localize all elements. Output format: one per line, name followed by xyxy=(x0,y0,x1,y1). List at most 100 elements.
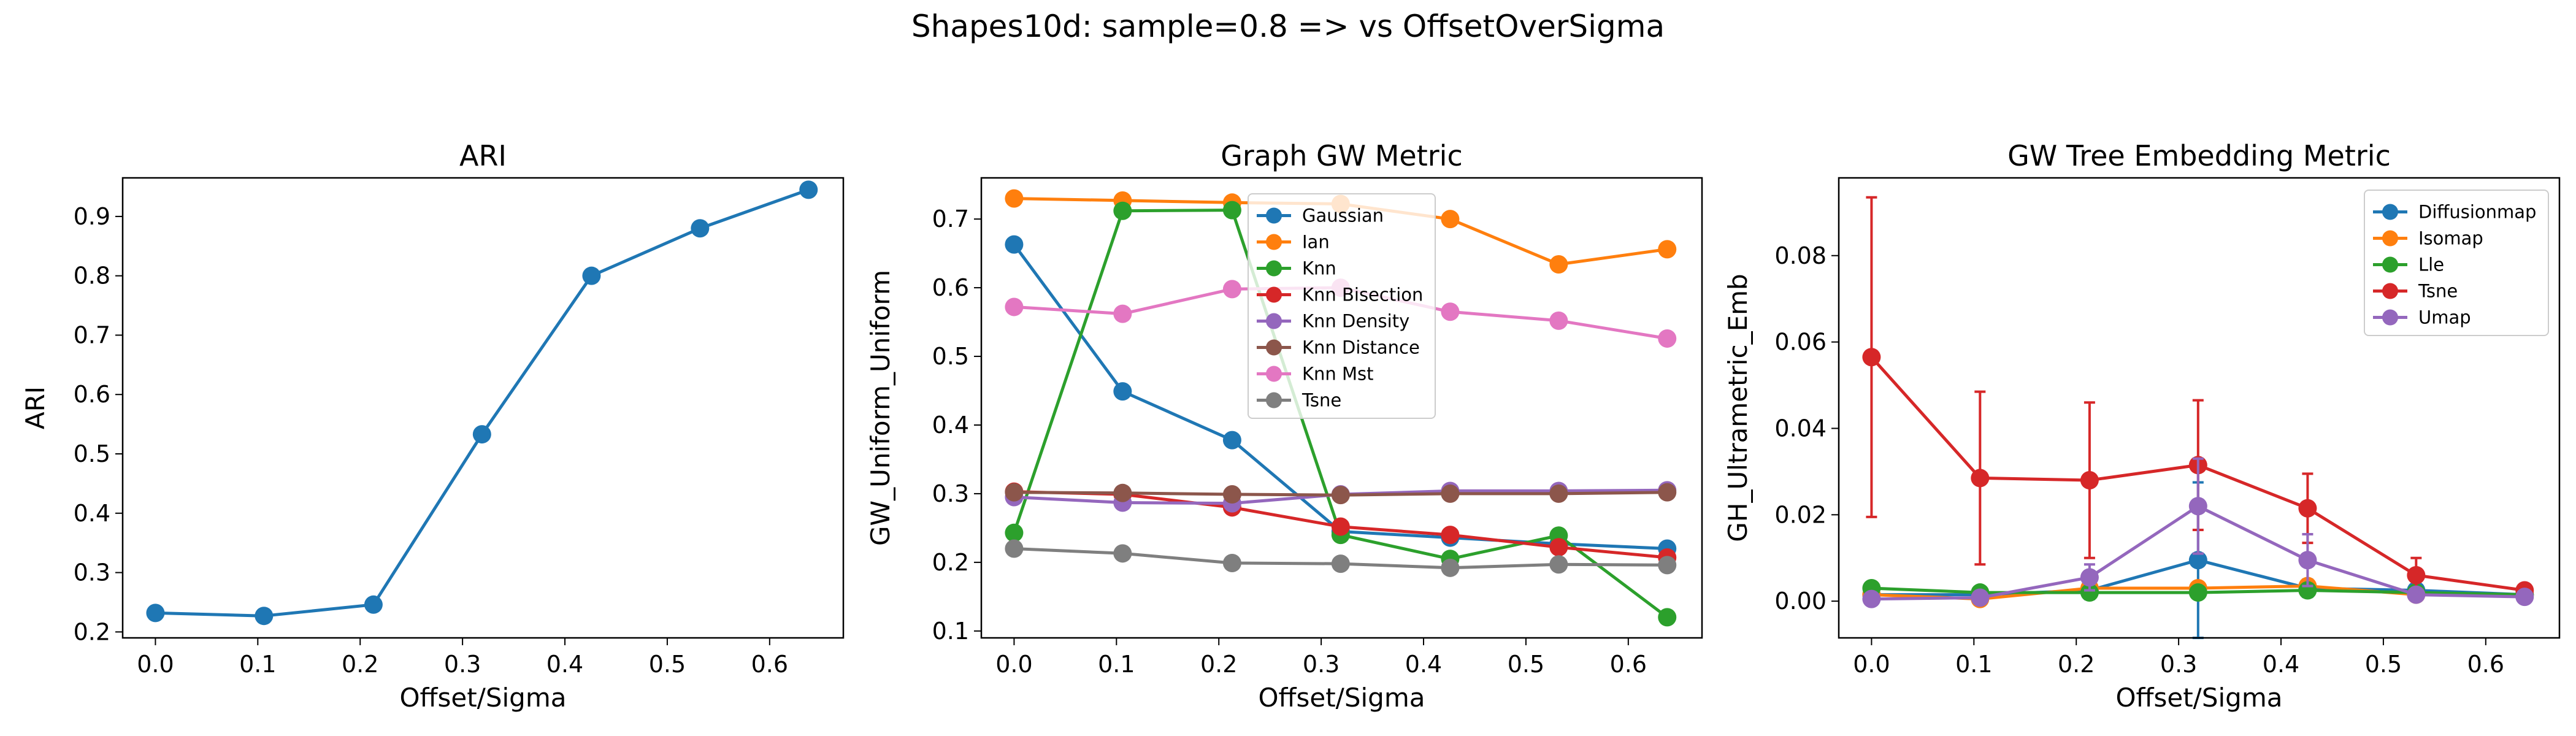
legend-label: Knn Mst xyxy=(1302,364,1374,385)
data-point xyxy=(1549,255,1568,274)
legend-item: Diffusionmap xyxy=(2373,202,2536,223)
data-point xyxy=(1971,469,1990,488)
data-point xyxy=(1549,555,1568,574)
data-point xyxy=(1441,210,1460,229)
data-point xyxy=(2080,568,2099,587)
chart-panels: ARI 0.0 0.1 0.2 0.3 0.4 0.5 0.6 0.2 0.3 0.4 0.5 0.6 0… xyxy=(20,139,2561,713)
y-tick-label: 0.6 xyxy=(74,381,110,408)
y-tick-label: 0.00 xyxy=(1774,588,1827,615)
x-tick-label: 0.6 xyxy=(2467,651,2504,678)
y-tick-label: 0.5 xyxy=(74,440,110,467)
data-point xyxy=(1113,304,1132,323)
y-axis-label: GH_Ultrametric_Emb xyxy=(1723,274,1753,542)
legend-marker xyxy=(1266,286,1282,303)
x-tick-label: 0.4 xyxy=(1405,651,1442,678)
legend-marker xyxy=(2382,256,2398,273)
data-point xyxy=(1222,431,1241,450)
data-point xyxy=(1222,201,1241,220)
data-point xyxy=(1113,483,1132,502)
x-tick-label: 0.1 xyxy=(1955,651,1992,678)
y-tick-label: 0.08 xyxy=(1774,242,1827,269)
data-point xyxy=(799,180,818,199)
legend-label: Tsne xyxy=(1301,390,1341,411)
chart-panel-2: GW Tree Embedding Metric 0.0 0.1 0.2 0.3 0.4 0… xyxy=(1723,139,2561,713)
legend-item: Umap xyxy=(2373,307,2471,328)
legend-marker xyxy=(1266,366,1282,382)
data-point xyxy=(691,219,710,238)
data-point xyxy=(2407,585,2426,604)
data-point xyxy=(1862,589,1881,608)
legend-marker xyxy=(1266,260,1282,277)
data-point xyxy=(2298,499,2317,518)
y-tick-label: 0.6 xyxy=(932,274,969,301)
data-point xyxy=(2188,497,2207,516)
y-tick-label: 0.9 xyxy=(74,203,110,230)
data-point xyxy=(2515,588,2534,607)
legend-item: Lle xyxy=(2373,255,2444,275)
legend-item: Knn Density xyxy=(1257,311,1409,332)
legend-marker xyxy=(1266,234,1282,250)
data-point xyxy=(1658,483,1677,502)
data-point xyxy=(2080,583,2099,602)
data-point xyxy=(1005,483,1024,502)
legend-label: Knn Bisection xyxy=(1302,285,1423,305)
legend-marker xyxy=(2382,309,2398,326)
y-tick-label: 0.4 xyxy=(74,500,110,527)
data-point xyxy=(2298,551,2317,570)
legend-label: Lle xyxy=(2418,255,2444,275)
y-axis-label: GW_Uniform_Uniform xyxy=(865,270,895,546)
legend-label: Knn xyxy=(1302,258,1336,279)
y-tick-label: 0.1 xyxy=(932,618,969,645)
x-tick-label: 0.5 xyxy=(2365,651,2402,678)
x-tick-label: 0.2 xyxy=(2058,651,2095,678)
legend: Diffusionmap Isomap Lle Tsne Umap xyxy=(2364,190,2549,336)
legend-box xyxy=(2364,190,2549,336)
chart-title: ARI xyxy=(459,139,507,172)
data-point xyxy=(1331,517,1350,536)
y-tick-label: 0.7 xyxy=(74,321,110,348)
x-tick-label: 0.4 xyxy=(546,651,583,678)
x-tick-label: 0.1 xyxy=(1098,651,1135,678)
series-7 xyxy=(1005,539,1677,577)
legend-marker xyxy=(1266,339,1282,356)
legend-label: Knn Density xyxy=(1302,311,1409,332)
legend-item: Knn Bisection xyxy=(1257,285,1423,305)
x-tick-label: 0.3 xyxy=(2160,651,2197,678)
data-point xyxy=(1971,588,1990,607)
legend-label: Ian xyxy=(1302,232,1330,253)
x-axis-label: Offset/Sigma xyxy=(2116,683,2283,713)
data-point xyxy=(1441,484,1460,503)
series-0 xyxy=(146,180,818,626)
y-tick-label: 0.7 xyxy=(932,205,969,232)
legend-label: Isomap xyxy=(2418,228,2483,249)
data-point xyxy=(255,607,274,626)
data-point xyxy=(1113,382,1132,401)
data-point xyxy=(472,425,491,444)
legend-item: Gaussian xyxy=(1257,205,1384,226)
x-tick-label: 0.6 xyxy=(1610,651,1647,678)
legend-item: Tsne xyxy=(2373,281,2458,302)
y-tick-label: 0.5 xyxy=(932,343,969,370)
legend-label: Diffusionmap xyxy=(2418,202,2536,223)
legend-item: Knn xyxy=(1257,258,1336,279)
data-point xyxy=(2188,583,2207,602)
chart-panel-1: Graph GW Metric 0.0 0.1 0.2 0.3 0.4 0.5 0.6 0.1 0… xyxy=(865,139,1703,713)
data-point xyxy=(1222,553,1241,572)
series-5 xyxy=(1005,483,1677,505)
legend-marker xyxy=(1266,207,1282,224)
plot-frame xyxy=(1838,177,2561,639)
data-point xyxy=(1222,280,1241,299)
data-point xyxy=(1862,348,1881,367)
data-point xyxy=(1549,538,1568,557)
chart-title: Graph GW Metric xyxy=(1221,139,1462,172)
data-point xyxy=(1549,311,1568,330)
legend-item: Isomap xyxy=(2373,228,2483,249)
x-tick-label: 0.0 xyxy=(995,651,1032,678)
data-point xyxy=(2188,551,2207,570)
y-tick-label: 0.02 xyxy=(1774,501,1827,528)
chart-title: GW Tree Embedding Metric xyxy=(2007,139,2391,172)
plot-frame xyxy=(121,177,845,639)
x-tick-label: 0.5 xyxy=(1508,651,1544,678)
series-4 xyxy=(1862,457,2534,608)
